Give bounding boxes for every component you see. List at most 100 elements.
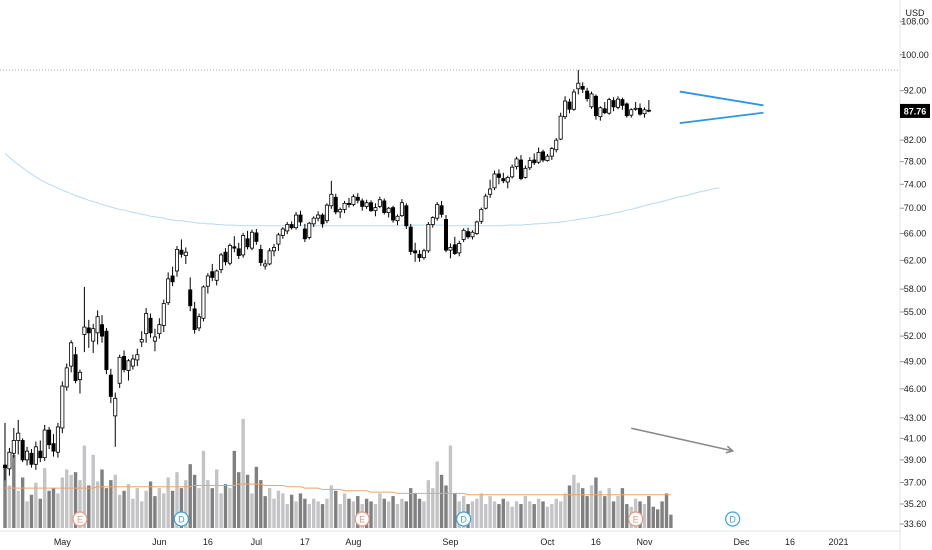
- candle-body: [536, 151, 541, 163]
- candle-body: [439, 205, 444, 215]
- candle-body: [188, 289, 193, 307]
- volume-bar: [109, 480, 113, 528]
- candle: [183, 247, 188, 264]
- earnings-marker[interactable]: E: [628, 511, 644, 527]
- volume-bar: [104, 488, 109, 528]
- price-tick-label: 108.00: [901, 17, 929, 27]
- candle: [117, 354, 122, 388]
- ma200-line: [4, 153, 720, 227]
- volume-bar: [514, 501, 519, 528]
- candle: [501, 172, 506, 184]
- volume-bar: [38, 498, 42, 528]
- dividend-marker[interactable]: D: [456, 511, 472, 527]
- candle: [373, 203, 378, 217]
- candle: [197, 313, 202, 332]
- volume-bar: [184, 480, 188, 528]
- candle: [86, 319, 91, 348]
- earnings-marker[interactable]: E: [354, 511, 370, 527]
- earnings-marker[interactable]: E: [72, 511, 88, 527]
- candle: [369, 200, 374, 212]
- candle: [161, 299, 166, 332]
- volume-bar: [122, 490, 126, 528]
- price-tick-label: 33.60: [904, 519, 927, 529]
- price-tick-label: 58.00: [904, 284, 927, 294]
- candle-body: [55, 426, 60, 453]
- candle-body: [108, 374, 113, 397]
- time-tick-label: Sep: [442, 537, 458, 547]
- candle: [615, 96, 620, 110]
- candle: [122, 350, 127, 373]
- candle-body: [488, 188, 493, 195]
- candle-body: [514, 158, 519, 168]
- dividend-marker[interactable]: D: [173, 511, 189, 527]
- candle: [382, 198, 387, 215]
- time-tick-label: Dec: [733, 537, 750, 547]
- volume-bar: [541, 501, 545, 528]
- volume-bar: [435, 461, 439, 528]
- candle-body: [382, 200, 387, 213]
- candle: [593, 94, 598, 120]
- candle-body: [272, 247, 277, 252]
- candle-body: [192, 308, 197, 330]
- price-tick-label: 46.00: [904, 384, 927, 394]
- candle-body: [42, 429, 47, 459]
- candle-body: [210, 271, 215, 278]
- volume-bar: [391, 496, 395, 528]
- candle-body: [386, 207, 391, 213]
- dividend-marker[interactable]: D: [725, 511, 741, 527]
- candle-body: [135, 354, 140, 361]
- last-price-tag: 87.76: [900, 103, 930, 118]
- candle: [510, 164, 515, 179]
- candle: [576, 70, 581, 95]
- candle-body: [95, 316, 100, 334]
- candle: [430, 216, 435, 228]
- candle: [395, 214, 400, 226]
- candle: [130, 354, 135, 370]
- candle-body: [461, 229, 466, 240]
- candle: [580, 82, 585, 93]
- volume-bar: [329, 485, 334, 528]
- volume-bar: [431, 488, 435, 528]
- candle: [77, 369, 82, 394]
- candle: [126, 359, 131, 381]
- candle: [64, 363, 69, 391]
- volume-bar: [232, 450, 237, 528]
- volume-bar: [347, 498, 351, 528]
- candle-body: [426, 224, 431, 252]
- volume-bar: [237, 472, 241, 528]
- volume-bar: [263, 496, 267, 528]
- candle-body: [100, 324, 105, 337]
- candle: [633, 102, 638, 111]
- candle: [417, 250, 422, 262]
- candle: [523, 165, 528, 179]
- candle: [457, 240, 462, 257]
- candle: [355, 193, 360, 204]
- volume-bar: [669, 514, 673, 528]
- price-tick-label: 100.00: [901, 50, 929, 60]
- volume-bar: [567, 485, 572, 528]
- time-axis[interactable]: May Jun 16 Jul 17 Aug Sep Oct 16 Nov Dec 16 2021: [0, 530, 900, 547]
- candle: [391, 205, 396, 223]
- time-tick-label: Oct: [540, 537, 555, 547]
- volume-bar: [642, 504, 647, 528]
- candle: [514, 156, 519, 170]
- candle-body: [267, 250, 272, 265]
- dividend-marker-label: D: [729, 515, 736, 525]
- candle-body: [549, 148, 554, 157]
- candle-body: [73, 354, 78, 381]
- candle: [404, 203, 409, 229]
- candle-body: [593, 95, 598, 117]
- candle-body: [443, 219, 448, 251]
- price-axis[interactable]: USD 108.00 100.00 92.00 82.00 78.00 74.00 70.0…: [899, 0, 929, 550]
- candle: [241, 232, 246, 258]
- candle: [91, 323, 96, 353]
- drawing-annotations[interactable]: [631, 90, 764, 454]
- candle-body: [20, 440, 25, 461]
- candle-body: [197, 316, 202, 329]
- candle: [298, 210, 303, 226]
- candle-body: [219, 254, 224, 270]
- volume-bar: [607, 488, 611, 528]
- volume-bar: [34, 482, 38, 528]
